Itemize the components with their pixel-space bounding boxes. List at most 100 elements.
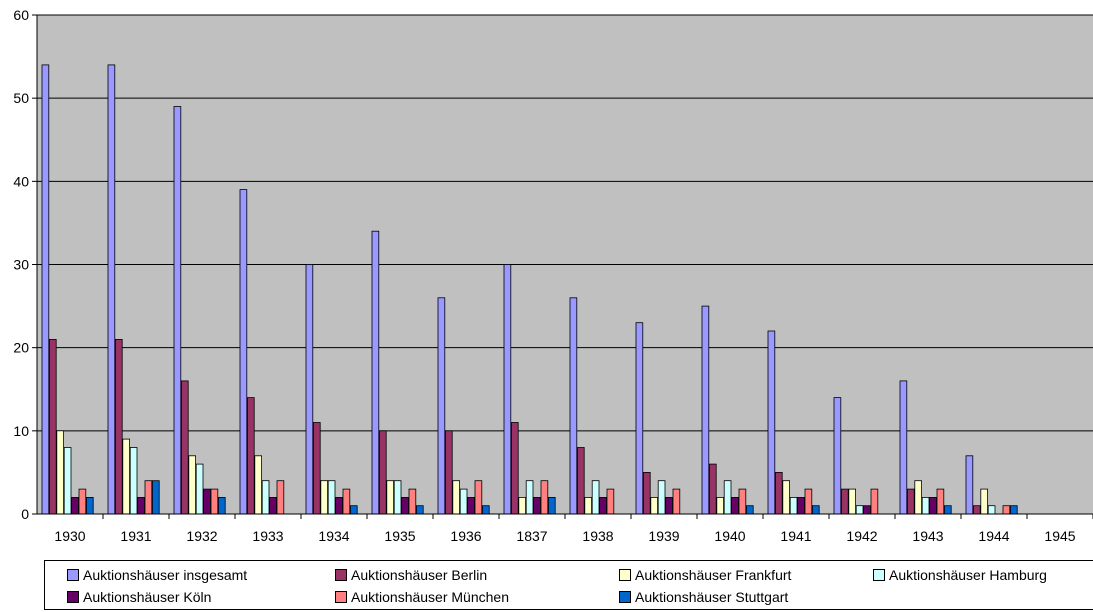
bar	[474, 480, 483, 515]
bar	[987, 505, 996, 515]
legend-label: Auktionshäuser Berlin	[351, 567, 488, 583]
bar	[188, 455, 197, 515]
bar	[812, 505, 820, 515]
bar	[393, 480, 402, 515]
bar	[591, 480, 600, 515]
bar	[577, 447, 585, 515]
bar	[863, 505, 871, 515]
x-tick-label: 1943	[912, 528, 943, 544]
y-tick-label: 0	[21, 506, 29, 522]
bar	[503, 264, 512, 515]
bar	[217, 496, 226, 515]
bar	[548, 496, 556, 515]
bar	[151, 480, 160, 515]
x-tick-label: 1935	[384, 528, 415, 544]
y-tick-label: 60	[13, 7, 29, 23]
legend-swatch	[335, 569, 347, 581]
legend-swatch	[619, 591, 631, 603]
bar	[643, 471, 651, 515]
bar	[870, 488, 879, 515]
bar	[408, 488, 417, 515]
bar	[767, 330, 776, 515]
bar	[129, 447, 138, 515]
bar	[137, 496, 145, 515]
bar	[122, 438, 131, 515]
legend-swatch	[67, 569, 79, 581]
x-tick-label: 1941	[780, 528, 811, 544]
bar	[635, 322, 644, 515]
bar	[797, 496, 805, 515]
x-tick-label: 1930	[54, 528, 85, 544]
bar	[305, 264, 314, 515]
bar	[848, 488, 856, 515]
bar	[657, 480, 666, 515]
bar	[1002, 505, 1011, 515]
x-tick-label: 1936	[450, 528, 481, 544]
bar	[49, 338, 57, 515]
legend-swatch	[67, 591, 79, 603]
x-tick-label: 1945	[1044, 528, 1075, 544]
bar	[569, 297, 578, 515]
x-tick-label: 1837	[516, 528, 547, 544]
y-tick-label: 10	[13, 423, 29, 439]
bar	[269, 496, 277, 515]
bar	[144, 480, 153, 515]
bar	[921, 496, 930, 515]
bar	[401, 496, 409, 515]
bar	[444, 430, 453, 515]
bar	[738, 488, 747, 515]
y-tick-label: 30	[13, 257, 29, 273]
legend-label: Auktionshäuser Hamburg	[889, 567, 1047, 583]
bar	[459, 488, 468, 515]
legend-item: Auktionshäuser München	[335, 589, 509, 605]
y-axis-ticks: 0 10 20 30 40 50 60	[13, 7, 37, 522]
bar	[335, 496, 343, 515]
bar	[899, 380, 908, 515]
bar	[973, 505, 981, 515]
bars	[41, 64, 1018, 515]
legend-label: Auktionshäuser München	[351, 589, 509, 605]
bar	[386, 480, 394, 515]
bar	[56, 430, 64, 515]
bar	[320, 480, 328, 515]
bar	[349, 505, 358, 515]
bar	[599, 496, 607, 515]
bar	[107, 64, 116, 515]
x-tick-label: 1938	[582, 528, 613, 544]
legend-label: Auktionshäuser Stuttgart	[635, 589, 789, 605]
bar	[327, 480, 336, 515]
x-tick-label: 1932	[186, 528, 217, 544]
bar	[210, 488, 219, 515]
x-tick-label: 1942	[846, 528, 877, 544]
x-tick-label: 1934	[318, 528, 349, 544]
legend-item: Auktionshäuser Frankfurt	[619, 567, 791, 583]
bar	[907, 488, 915, 515]
bar	[584, 496, 592, 515]
bar	[173, 106, 182, 515]
bar	[775, 471, 783, 515]
bar	[415, 505, 424, 515]
bar	[855, 505, 864, 515]
bar	[731, 496, 739, 515]
bar	[510, 422, 519, 515]
legend-swatch	[873, 569, 885, 581]
bar	[833, 397, 842, 515]
bar	[63, 447, 72, 515]
bar	[518, 496, 526, 515]
bar	[1010, 505, 1018, 515]
bar	[804, 488, 813, 515]
gridlines	[37, 14, 1093, 432]
bar	[665, 496, 673, 515]
bar	[452, 480, 460, 515]
legend: Auktionshäuser insgesamt Auktionshäuser B…	[44, 560, 1093, 610]
bar	[437, 297, 446, 515]
legend-swatch	[335, 591, 347, 603]
legend-item: Auktionshäuser Berlin	[335, 567, 487, 583]
bar	[239, 189, 248, 515]
bar	[606, 488, 615, 515]
bar	[965, 455, 974, 515]
legend-swatch	[619, 569, 631, 581]
bar	[481, 505, 490, 515]
bar	[312, 422, 321, 515]
bar	[86, 496, 94, 515]
